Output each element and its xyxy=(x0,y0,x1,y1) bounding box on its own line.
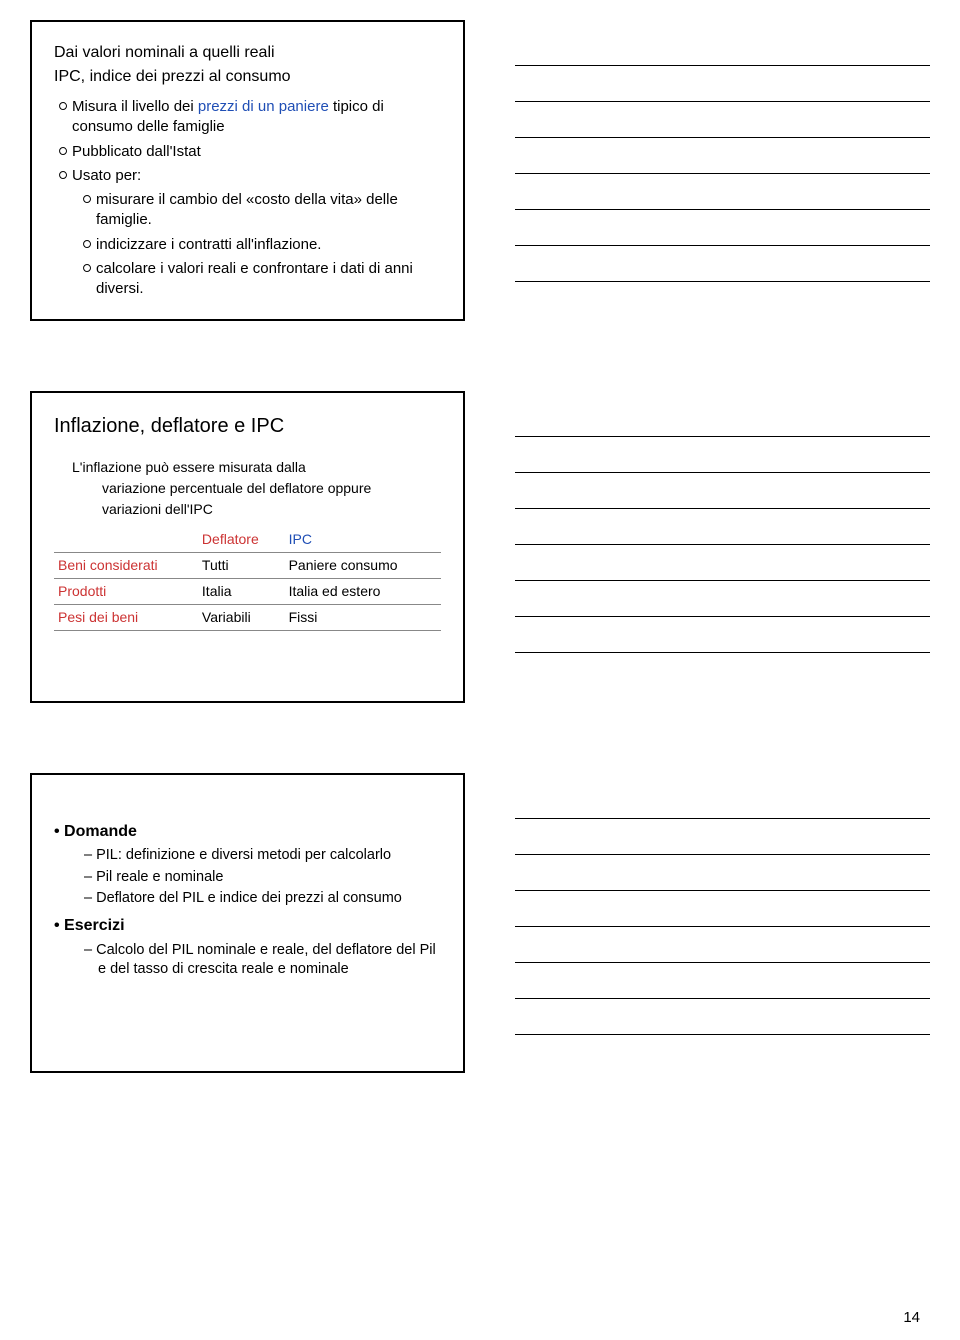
circle-icon: ⭘ xyxy=(54,166,72,186)
circle-icon: ⭘ xyxy=(78,190,96,231)
page-number: 14 xyxy=(903,1309,920,1326)
bullet-1-text: Misura il livello dei prezzi di un panie… xyxy=(72,97,441,138)
slide-row-3: Domande PIL: definizione e diversi metod… xyxy=(0,723,960,1093)
note-line xyxy=(515,891,930,927)
slide-1: Dai valori nominali a quelli reali IPC, … xyxy=(30,20,465,321)
slide2-text-l2: variazione percentuale del deflatore opp… xyxy=(102,479,441,498)
td: Italia xyxy=(198,578,285,604)
slide2-text-l1: L'inflazione può essere misurata dalla xyxy=(72,458,441,477)
slide2-text-l3: variazioni dell'IPC xyxy=(102,500,441,519)
circle-icon: ⭘ xyxy=(78,259,96,300)
sub-bullet: Deflatore del PIL e indice dei prezzi al… xyxy=(84,889,441,909)
notes-1 xyxy=(465,20,930,321)
bullet-2: ⭘ Pubblicato dall'Istat xyxy=(54,142,441,162)
b1-blue: prezzi di un paniere xyxy=(198,98,329,115)
slide-row-2: Inflazione, deflatore e IPC L'inflazione… xyxy=(0,341,960,722)
slide-3: Domande PIL: definizione e diversi metod… xyxy=(30,773,465,1073)
td: Fissi xyxy=(285,604,441,630)
note-line xyxy=(515,473,930,509)
bullet-3c-text: calcolare i valori reali e confrontare i… xyxy=(96,259,441,300)
bullet-3-text: Usato per: xyxy=(72,166,441,186)
slide1-title: Dai valori nominali a quelli reali xyxy=(54,42,441,64)
note-line xyxy=(515,819,930,855)
slide-row-1: Dai valori nominali a quelli reali IPC, … xyxy=(0,0,960,341)
table-row: Beni considerati Tutti Paniere consumo xyxy=(54,553,441,579)
circle-icon: ⭘ xyxy=(78,235,96,255)
bullet-2-text: Pubblicato dall'Istat xyxy=(72,142,441,162)
bullet-3b-text: indicizzare i contratti all'inflazione. xyxy=(96,235,441,255)
comparison-table: Deflatore IPC Beni considerati Tutti Pan… xyxy=(54,527,441,631)
notes-2 xyxy=(465,391,930,702)
note-line xyxy=(515,174,930,210)
note-line xyxy=(515,617,930,653)
circle-icon: ⭘ xyxy=(54,142,72,162)
note-line xyxy=(515,66,930,102)
sub-bullet: Pil reale e nominale xyxy=(84,868,441,888)
note-line xyxy=(515,999,930,1035)
note-line xyxy=(515,210,930,246)
note-line xyxy=(515,927,930,963)
note-line xyxy=(515,855,930,891)
table-row: Deflatore IPC xyxy=(54,527,441,552)
bullet-3a-text: misurare il cambio del «costo della vita… xyxy=(96,190,441,231)
note-line xyxy=(515,437,930,473)
td: Paniere consumo xyxy=(285,553,441,579)
table-row: Pesi dei beni Variabili Fissi xyxy=(54,604,441,630)
sub-bullet: PIL: definizione e diversi metodi per ca… xyxy=(84,846,441,866)
note-line xyxy=(515,102,930,138)
note-line xyxy=(515,138,930,174)
bullet-3c: ⭘ calcolare i valori reali e confrontare… xyxy=(78,259,441,300)
bullet-3b: ⭘ indicizzare i contratti all'inflazione… xyxy=(78,235,441,255)
slide2-title: Inflazione, deflatore e IPC xyxy=(54,413,441,440)
note-line xyxy=(515,246,930,282)
td: Variabili xyxy=(198,604,285,630)
td: Beni considerati xyxy=(54,553,198,579)
sub-bullet: Calcolo del PIL nominale e reale, del de… xyxy=(84,941,441,980)
td: Pesi dei beni xyxy=(54,604,198,630)
b1-pre: Misura il livello dei xyxy=(72,98,198,115)
note-line xyxy=(515,401,930,437)
circle-icon: ⭘ xyxy=(54,97,72,138)
top-bullet-esercizi: Esercizi xyxy=(54,915,441,937)
note-line xyxy=(515,581,930,617)
td: Tutti xyxy=(198,553,285,579)
th-ipc: IPC xyxy=(285,527,441,552)
note-line xyxy=(515,963,930,999)
td: Prodotti xyxy=(54,578,198,604)
note-line xyxy=(515,30,930,66)
bullet-3a: ⭘ misurare il cambio del «costo della vi… xyxy=(78,190,441,231)
td: Italia ed estero xyxy=(285,578,441,604)
bullet-1: ⭘ Misura il livello dei prezzi di un pan… xyxy=(54,97,441,138)
slide1-subtitle: IPC, indice dei prezzi al consumo xyxy=(54,66,441,88)
th-deflatore: Deflatore xyxy=(198,527,285,552)
note-line xyxy=(515,783,930,819)
table-row: Prodotti Italia Italia ed estero xyxy=(54,578,441,604)
slide-2: Inflazione, deflatore e IPC L'inflazione… xyxy=(30,391,465,702)
notes-3 xyxy=(465,773,930,1073)
top-bullet-domande: Domande xyxy=(54,821,441,843)
note-line xyxy=(515,545,930,581)
bullet-3: ⭘ Usato per: xyxy=(54,166,441,186)
note-line xyxy=(515,509,930,545)
